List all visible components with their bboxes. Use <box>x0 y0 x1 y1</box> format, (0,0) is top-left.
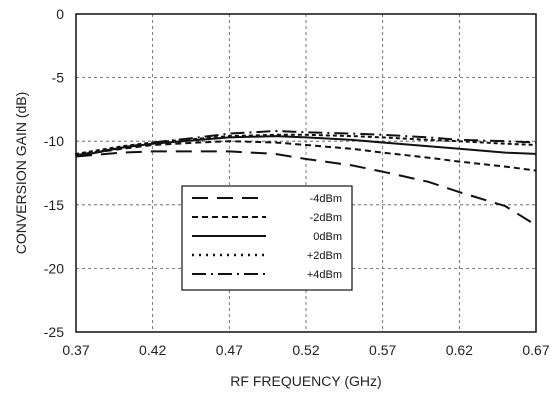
x-axis-title: RF FREQUENCY (GHz) <box>230 373 381 389</box>
legend-label-plus4dbm: +4dBm <box>307 269 342 281</box>
series-line-minus2dbm <box>75 140 537 172</box>
x-tick-label: 0.52 <box>292 342 319 358</box>
legend-label-minus4dbm: -4dBm <box>310 193 342 205</box>
y-tick-label: -5 <box>52 70 65 86</box>
x-tick-label: 0.62 <box>446 342 473 358</box>
legend-label-0dbm: 0dBm <box>313 231 342 243</box>
y-tick-label: -10 <box>44 133 64 149</box>
series-line-plus2dbm <box>74 133 538 156</box>
legend-label-minus2dbm: -2dBm <box>310 212 342 224</box>
x-tick-label: 0.42 <box>139 342 166 358</box>
x-tick-label: 0.57 <box>369 342 396 358</box>
y-axis-title: CONVERSION GAIN (dB) <box>13 92 29 255</box>
y-tick-label: -15 <box>44 197 64 213</box>
legend-label-plus2dbm: +2dBm <box>307 250 342 262</box>
legend: -4dBm -2dBm 0dBm +2dBm +4dBm <box>181 185 353 291</box>
x-tick-label: 0.67 <box>522 342 549 358</box>
x-tick-label: 0.37 <box>62 342 89 358</box>
x-tick-label: 0.47 <box>216 342 243 358</box>
y-tick-label: 0 <box>56 6 64 22</box>
series-line-0dbm <box>75 135 537 158</box>
y-tick-label: -25 <box>44 324 64 340</box>
series-line-minus4dbm <box>75 150 537 227</box>
legend-box <box>181 185 353 291</box>
series-layer <box>74 130 538 227</box>
plot-frame <box>75 13 537 333</box>
y-tick-label: -20 <box>44 260 64 276</box>
tick-labels: 0.37 0.42 0.47 0.52 0.57 0.62 0.67 0 -5 -10 -15 -20… <box>44 6 550 358</box>
